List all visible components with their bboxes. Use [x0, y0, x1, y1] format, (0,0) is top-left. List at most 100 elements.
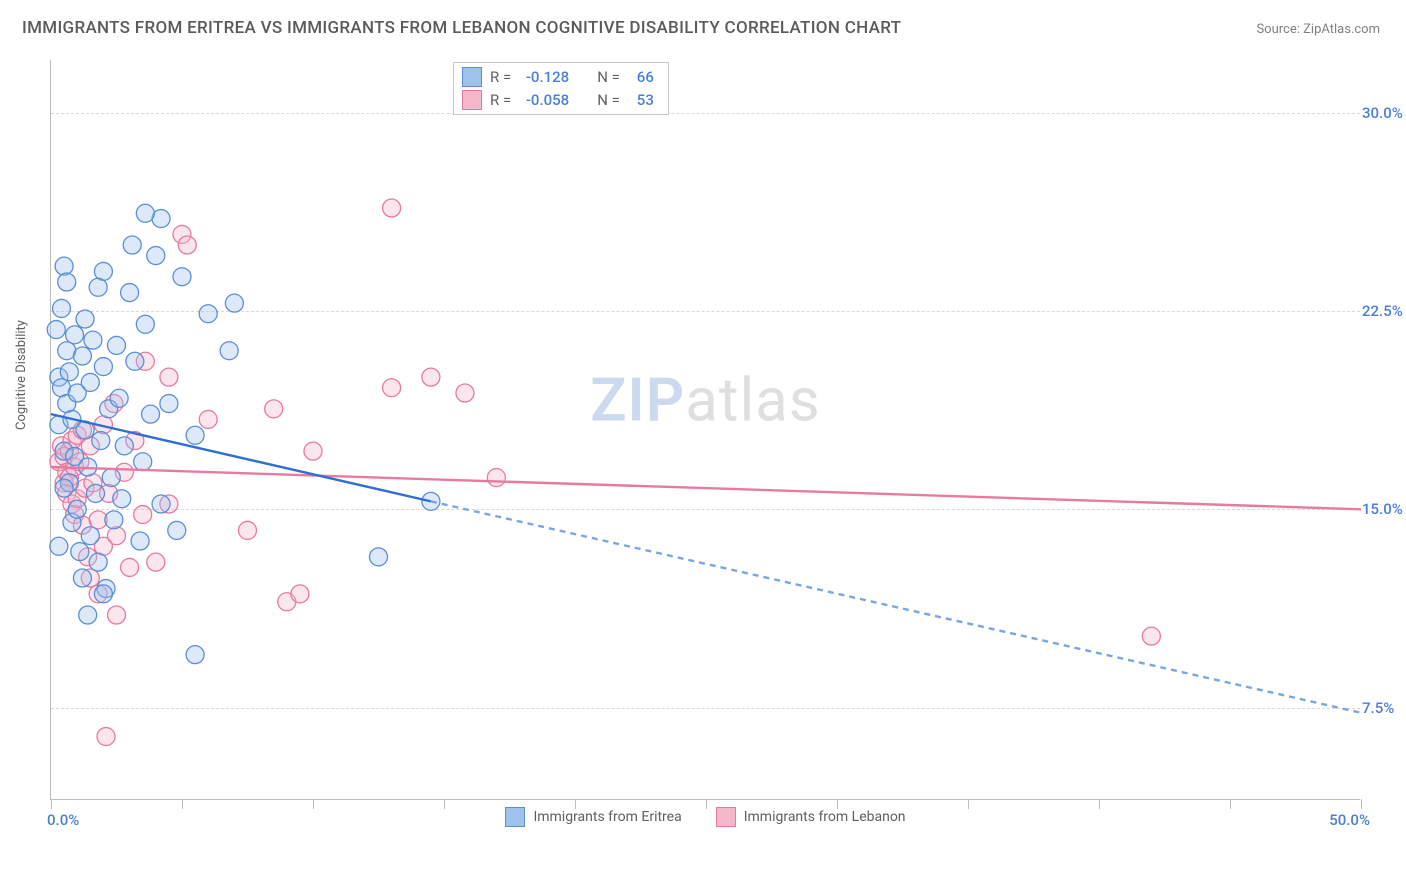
scatter-point: [383, 379, 401, 397]
y-tick-label: 30.0%: [1362, 104, 1406, 122]
legend-label-eritrea: Immigrants from Eritrea: [533, 809, 681, 825]
scatter-point: [304, 442, 322, 460]
scatter-point: [102, 469, 120, 487]
source-attribution: Source: ZipAtlas.com: [1256, 22, 1380, 37]
scatter-point: [220, 342, 238, 360]
scatter-point: [126, 352, 144, 370]
scatter-point: [94, 358, 112, 376]
scatter-point: [142, 405, 160, 423]
scatter-point: [113, 490, 131, 508]
scatter-point: [123, 236, 141, 254]
x-tick: [51, 799, 52, 809]
n-value-eritrea: 66: [628, 66, 654, 89]
scatter-point: [89, 278, 107, 296]
x-tick: [968, 799, 969, 809]
x-tick: [837, 799, 838, 809]
stats-box: R = -0.128 N = 66 R = -0.058 N = 53: [453, 62, 669, 115]
scatter-point: [66, 326, 84, 344]
bottom-legend: Immigrants from Eritrea Immigrants from …: [51, 807, 1360, 827]
chart-plot-area: ZIPatlas R = -0.128 N = 66 R = -0.058 N …: [50, 60, 1360, 800]
n-label-2: N =: [597, 89, 620, 112]
scatter-point: [370, 548, 388, 566]
y-axis-label: Cognitive Disability: [14, 320, 29, 430]
x-tick: [1099, 799, 1100, 809]
scatter-point: [89, 553, 107, 571]
scatter-point: [168, 521, 186, 539]
scatter-point: [173, 268, 191, 286]
scatter-point: [81, 373, 99, 391]
scatter-point: [121, 558, 139, 576]
x-tick: [1230, 799, 1231, 809]
scatter-point: [147, 247, 165, 265]
scatter-point: [97, 728, 115, 746]
x-axis-max-label: 50.0%: [1329, 811, 1370, 829]
source-link[interactable]: ZipAtlas.com: [1303, 22, 1380, 37]
scatter-point: [186, 426, 204, 444]
scatter-point: [58, 273, 76, 291]
x-tick: [575, 799, 576, 809]
scatter-point: [84, 331, 102, 349]
scatter-point: [115, 437, 133, 455]
scatter-point: [160, 395, 178, 413]
trend-line: [431, 501, 1361, 712]
scatter-point: [456, 384, 474, 402]
chart-title: IMMIGRANTS FROM ERITREA VS IMMIGRANTS FR…: [22, 18, 901, 38]
scatter-point: [108, 527, 126, 545]
scatter-point: [71, 543, 89, 561]
scatter-point: [225, 294, 243, 312]
scatter-point: [178, 236, 196, 254]
scatter-point: [60, 363, 78, 381]
scatter-point: [108, 336, 126, 354]
scatter-point: [73, 569, 91, 587]
scatter-point: [52, 299, 70, 317]
trend-line: [51, 467, 1361, 509]
x-tick: [706, 799, 707, 809]
legend-label-lebanon: Immigrants from Lebanon: [744, 809, 906, 825]
scatter-point: [47, 321, 65, 339]
scatter-point: [136, 204, 154, 222]
source-label: Source:: [1256, 22, 1299, 37]
x-tick: [444, 799, 445, 809]
scatter-point: [265, 400, 283, 418]
n-label: N =: [597, 66, 620, 89]
scatter-point: [136, 315, 154, 333]
scatter-point: [1142, 627, 1160, 645]
chart-svg: [51, 60, 1360, 799]
r-value-lebanon: -0.058: [519, 89, 569, 112]
scatter-point: [239, 521, 257, 539]
scatter-point: [131, 532, 149, 550]
scatter-point: [383, 199, 401, 217]
swatch-lebanon: [462, 90, 482, 110]
scatter-point: [50, 537, 68, 555]
scatter-point: [55, 479, 73, 497]
y-tick-label: 7.5%: [1362, 699, 1406, 717]
x-tick: [1361, 799, 1362, 809]
scatter-point: [55, 257, 73, 275]
scatter-point: [134, 506, 152, 524]
scatter-point: [110, 389, 128, 407]
scatter-point: [422, 368, 440, 386]
legend-swatch-eritrea: [505, 807, 525, 827]
swatch-eritrea: [462, 67, 482, 87]
n-value-lebanon: 53: [628, 89, 654, 112]
scatter-point: [147, 553, 165, 571]
scatter-point: [487, 469, 505, 487]
scatter-point: [199, 410, 217, 428]
scatter-point: [73, 347, 91, 365]
r-label-2: R =: [490, 89, 511, 112]
scatter-point: [105, 511, 123, 529]
scatter-point: [199, 305, 217, 323]
y-tick-label: 22.5%: [1362, 302, 1406, 320]
legend-item-eritrea: Immigrants from Eritrea: [505, 807, 681, 827]
scatter-point: [152, 495, 170, 513]
scatter-point: [68, 500, 86, 518]
scatter-point: [160, 368, 178, 386]
scatter-point: [87, 484, 105, 502]
r-value-eritrea: -0.128: [519, 66, 569, 89]
legend-swatch-lebanon: [716, 807, 736, 827]
scatter-point: [81, 527, 99, 545]
stats-row-lebanon: R = -0.058 N = 53: [462, 89, 654, 112]
x-tick: [182, 799, 183, 809]
scatter-point: [134, 453, 152, 471]
x-tick: [313, 799, 314, 809]
